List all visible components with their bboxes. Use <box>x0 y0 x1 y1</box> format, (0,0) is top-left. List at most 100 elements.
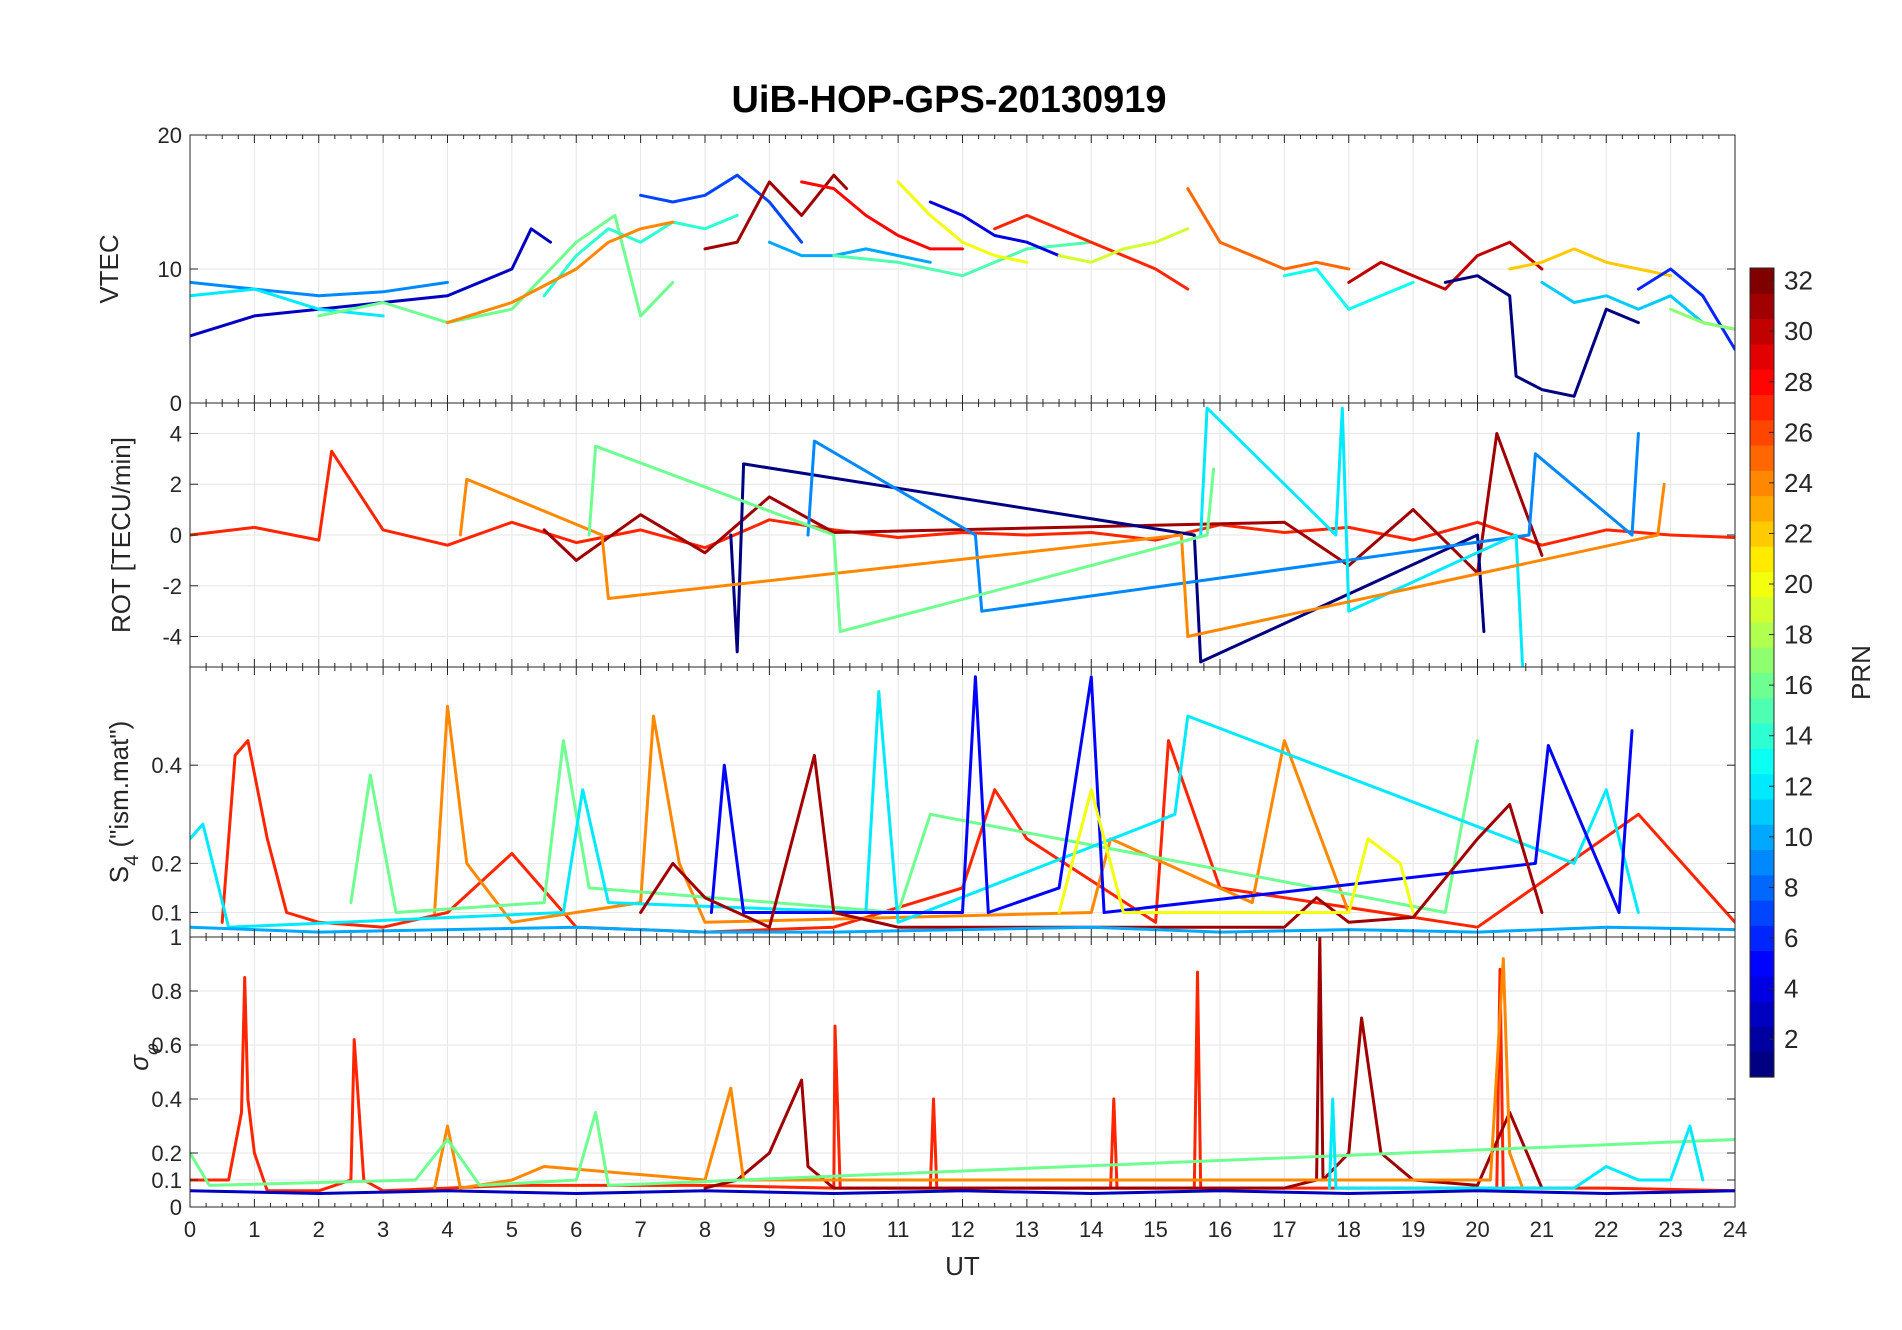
x-tick-label: 0 <box>184 1217 196 1242</box>
series-line-prn-6 <box>1636 267 1735 351</box>
colorbar-swatch <box>1750 596 1774 623</box>
series-line-prn-20 <box>896 180 1029 264</box>
y-axis-label: S4 ("ism.mat") <box>104 721 143 883</box>
series-line-prn-27 <box>190 449 1735 550</box>
y-axis-label: σφ <box>124 1043 162 1071</box>
colorbar-swatch <box>1750 697 1774 724</box>
x-tick-label: 14 <box>1079 1217 1103 1242</box>
x-tick-label: 2 <box>313 1217 325 1242</box>
y-tick-label: 0.2 <box>151 1141 182 1166</box>
series-line-prn-24 <box>446 220 675 325</box>
x-tick-label: 5 <box>506 1217 518 1242</box>
series-line-prn-16 <box>190 1111 1735 1187</box>
colorbar-tick-label: 26 <box>1784 417 1813 447</box>
y-axis-label: ROT [TECU/min] <box>106 437 136 633</box>
series-line-prn-24 <box>458 477 1666 638</box>
series-line-prn-5 <box>709 675 1634 914</box>
series-line-prn-3 <box>190 227 552 338</box>
series-line-prn-28 <box>800 180 964 251</box>
y-tick-label: 4 <box>170 421 182 446</box>
panel-s4: 0.1 0.2 0.4 S4 ("ism.mat") <box>104 666 1736 938</box>
y-tick-label: 0.2 <box>151 851 182 876</box>
y-tick-label: 0.4 <box>151 753 182 778</box>
colorbar-swatch <box>1750 1051 1774 1078</box>
y-tick-label: 2 <box>170 472 182 497</box>
panel-vtec: 0 10 20 VTEC <box>94 123 1736 416</box>
series-line-prn-16 <box>349 739 1479 914</box>
colorbar-swatch <box>1750 798 1774 825</box>
y-axis-label-sub: φ <box>142 1043 162 1055</box>
colorbar-swatch <box>1750 394 1774 421</box>
colorbar-swatch <box>1750 748 1774 775</box>
x-tick-label: 12 <box>950 1217 974 1242</box>
series-line-prn-12 <box>190 287 385 318</box>
series-line-prn-30 <box>1347 240 1544 291</box>
colorbar-tick-label: 20 <box>1784 569 1813 599</box>
y-tick-label: 20 <box>158 123 182 148</box>
colorbar-tick-label: 22 <box>1784 518 1813 548</box>
colorbar-swatch <box>1750 647 1774 674</box>
x-tick-label: 23 <box>1658 1217 1682 1242</box>
y-tick-label: 0.1 <box>151 900 182 925</box>
x-tick-label: 4 <box>441 1217 453 1242</box>
panel-rot-series <box>190 406 1735 667</box>
colorbar-tick-label: 28 <box>1784 367 1813 397</box>
panel-s4-ticks <box>189 667 1736 937</box>
x-tick-label: 17 <box>1272 1217 1296 1242</box>
colorbar-swatch <box>1750 293 1774 320</box>
colorbar-tick-label: 30 <box>1784 316 1813 346</box>
series-line-prn-13 <box>1282 267 1415 311</box>
colorbar-label: PRN <box>1846 645 1876 700</box>
colorbar-tick-label: 12 <box>1784 771 1813 801</box>
y-tick-label: 0 <box>170 391 182 416</box>
x-tick-label: 10 <box>822 1217 846 1242</box>
series-line-prn-3 <box>190 1189 1735 1195</box>
x-tick-label: 7 <box>635 1217 647 1242</box>
series-line-prn-9 <box>806 432 1640 613</box>
x-tick-label: 21 <box>1530 1217 1554 1242</box>
x-axis-label: UT <box>945 1251 980 1281</box>
x-tick-label: 20 <box>1465 1217 1489 1242</box>
y-tick-label: 10 <box>158 257 182 282</box>
colorbar-swatch <box>1750 950 1774 977</box>
x-tick-label: 11 <box>887 1217 910 1242</box>
colorbar-frame <box>1749 267 1775 1078</box>
series-line-prn-12 <box>1199 406 1525 667</box>
y-axis-label-sub: 4 <box>121 855 143 866</box>
series-line-prn-10 <box>767 240 932 264</box>
y-tick-label: 0 <box>170 1195 182 1220</box>
panel-vtec-series <box>190 173 1735 398</box>
series-line-prn-12 <box>190 690 1640 929</box>
y-axis-label-main: σ <box>124 1054 154 1071</box>
colorbar-tick-label: 6 <box>1784 923 1798 953</box>
series-line-prn-12 <box>1327 1097 1705 1190</box>
colorbar-tick-label: 24 <box>1784 468 1813 498</box>
y-tick-label: 0.1 <box>151 1168 182 1193</box>
y-tick-label: 1 <box>170 925 182 950</box>
y-axis-label: VTEC <box>94 234 124 303</box>
x-tick-label: 22 <box>1594 1217 1618 1242</box>
series-line-prn-20 <box>1057 788 1415 914</box>
y-tick-label: 0.4 <box>151 1087 182 1112</box>
y-axis-label-rest: ("ism.mat") <box>104 721 134 855</box>
x-tick-label: 6 <box>570 1217 582 1242</box>
x-tick-label: 15 <box>1143 1217 1167 1242</box>
series-line-prn-27 <box>993 213 1190 291</box>
colorbar-swatch <box>1750 1001 1774 1028</box>
panel-rot-ticks <box>189 403 1736 667</box>
colorbar-tick-label: 14 <box>1784 721 1813 751</box>
colorbar-tick-label: 2 <box>1784 1024 1798 1054</box>
series-line-prn-4 <box>928 200 1061 258</box>
series-line-prn-19 <box>1057 227 1190 264</box>
colorbar-swatch <box>1750 444 1774 471</box>
colorbar-swatch <box>1750 900 1774 926</box>
series-line-prn-16 <box>317 213 675 325</box>
colorbar-tick-label: 16 <box>1784 670 1813 700</box>
figure-title: UiB-HOP-GPS-20130919 <box>731 79 1166 121</box>
y-tick-label: 0.6 <box>151 1033 182 1058</box>
series-line-prn-9 <box>190 280 449 298</box>
